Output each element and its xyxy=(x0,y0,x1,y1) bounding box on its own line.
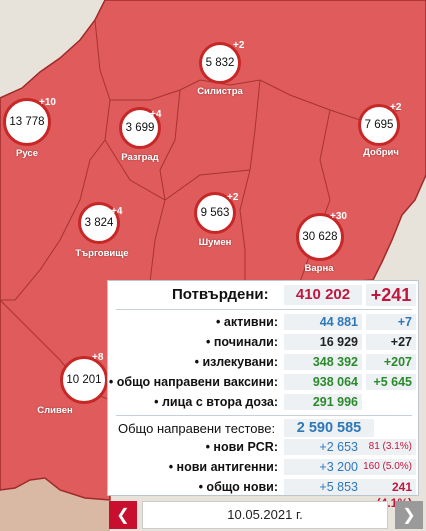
pcr-delta: 81 (3.1%) xyxy=(362,439,416,455)
total-new-label: • общо нови: xyxy=(198,480,278,494)
recovered-label: • излекувани: xyxy=(194,355,278,369)
region-count-silistra: 5 832 xyxy=(205,57,235,69)
confirmed-row: Потвърдени: 410 202 +241 xyxy=(108,284,418,306)
vaccines-label: • общо направени ваксини: xyxy=(108,375,278,389)
tests-label: Общо направени тестове: xyxy=(118,421,276,436)
region-count-razgrad: 3 699 xyxy=(125,122,155,134)
region-increase-dobrich: +2 xyxy=(390,102,402,113)
region-marker-razgrad[interactable]: 3 699 xyxy=(119,107,161,149)
deceased-label: • починали: xyxy=(206,335,278,349)
separator xyxy=(116,415,412,416)
antigen-row: • нови антигенни: +3 200 160 (5.0%) xyxy=(108,457,418,477)
region-count-shumen: 9 563 xyxy=(200,207,230,219)
region-name-targovishte: Търговище xyxy=(75,248,129,259)
next-day-button[interactable]: ❯ xyxy=(395,501,423,529)
vaccines-row: • общо направени ваксини: 938 064 +5 645 xyxy=(108,372,418,392)
tests-value: 2 590 585 xyxy=(284,419,374,437)
region-marker-shumen[interactable]: 9 563 xyxy=(194,192,236,234)
total-new-value: +5 853 xyxy=(284,479,362,495)
deceased-row: • починали: 16 929 +27 xyxy=(108,332,418,352)
region-count-sliven: 10 201 xyxy=(66,374,102,386)
region-marker-ruse[interactable]: 13 778 xyxy=(3,98,51,146)
tests-row: Общо направени тестове: 2 590 585 xyxy=(108,417,418,439)
region-marker-sliven[interactable]: 10 201 xyxy=(60,356,108,404)
confirmed-value: 410 202 xyxy=(284,285,362,305)
confirmed-label: Потвърдени: xyxy=(172,286,269,303)
region-increase-silistra: +2 xyxy=(233,40,245,51)
region-marker-varna[interactable]: 30 628 xyxy=(296,213,344,261)
active-label: • активни: xyxy=(216,315,278,329)
chevron-right-icon: ❯ xyxy=(402,507,416,524)
vaccines-delta: +5 645 xyxy=(366,374,416,390)
second-dose-label: • лица с втора доза: xyxy=(154,395,278,409)
region-name-ruse: Русе xyxy=(16,148,38,159)
recovered-value: 348 392 xyxy=(284,354,362,370)
recovered-row: • излекувани: 348 392 +207 xyxy=(108,352,418,372)
region-name-razgrad: Разград xyxy=(121,152,159,163)
region-increase-sliven: +8 xyxy=(92,352,104,363)
chevron-left-icon: ❮ xyxy=(116,507,130,524)
deceased-value: 16 929 xyxy=(284,334,362,350)
neighbor-region xyxy=(0,130,110,531)
region-marker-silistra[interactable]: 5 832 xyxy=(199,42,241,84)
region-name-dobrich: Добрич xyxy=(363,147,399,158)
second-dose-row: • лица с втора доза: 291 996 xyxy=(108,392,418,412)
total-new-delta: 241 (4.1%) xyxy=(362,479,416,510)
region-count-dobrich: 7 695 xyxy=(364,119,394,131)
recovered-delta: +207 xyxy=(366,354,416,370)
region-increase-ruse: +10 xyxy=(39,97,56,108)
antigen-label: • нови антигенни: xyxy=(168,460,278,474)
region-name-silistra: Силистра xyxy=(197,86,243,97)
region-increase-razgrad: +4 xyxy=(150,109,162,120)
region-name-sliven: Сливен xyxy=(37,405,73,416)
region-increase-shumen: +2 xyxy=(227,192,239,203)
total-new-row: • общо нови: +5 853 241 (4.1%) xyxy=(108,477,418,510)
region-name-varna: Варна xyxy=(304,263,334,274)
separator xyxy=(116,309,412,310)
region-increase-targovishte: +4 xyxy=(111,206,123,217)
date-text: 10.05.2021 г. xyxy=(227,507,303,522)
region-name-shumen: Шумен xyxy=(198,237,232,248)
pcr-label: • нови PCR: xyxy=(205,440,278,454)
second-dose-value: 291 996 xyxy=(284,394,362,410)
antigen-delta: 160 (5.0%) xyxy=(362,459,416,475)
region-count-varna: 30 628 xyxy=(302,231,338,243)
date-display: 10.05.2021 г. xyxy=(142,501,388,529)
pcr-value: +2 653 xyxy=(284,439,362,455)
active-delta: +7 xyxy=(366,314,416,330)
confirmed-delta: +241 xyxy=(366,284,416,306)
pcr-row: • нови PCR: +2 653 81 (3.1%) xyxy=(108,437,418,457)
region-increase-varna: +30 xyxy=(330,211,347,222)
region-count-ruse: 13 778 xyxy=(9,116,45,128)
vaccines-value: 938 064 xyxy=(284,374,362,390)
region-marker-targovishte[interactable]: 3 824 xyxy=(78,202,120,244)
prev-day-button[interactable]: ❮ xyxy=(109,501,137,529)
region-count-targovishte: 3 824 xyxy=(84,217,114,229)
region-marker-dobrich[interactable]: 7 695 xyxy=(358,104,400,146)
antigen-value: +3 200 xyxy=(284,459,362,475)
active-row: • активни: 44 881 +7 xyxy=(108,312,418,332)
active-value: 44 881 xyxy=(284,314,362,330)
deceased-delta: +27 xyxy=(366,334,416,350)
stats-panel: Потвърдени: 410 202 +241 • активни: 44 8… xyxy=(107,280,419,510)
